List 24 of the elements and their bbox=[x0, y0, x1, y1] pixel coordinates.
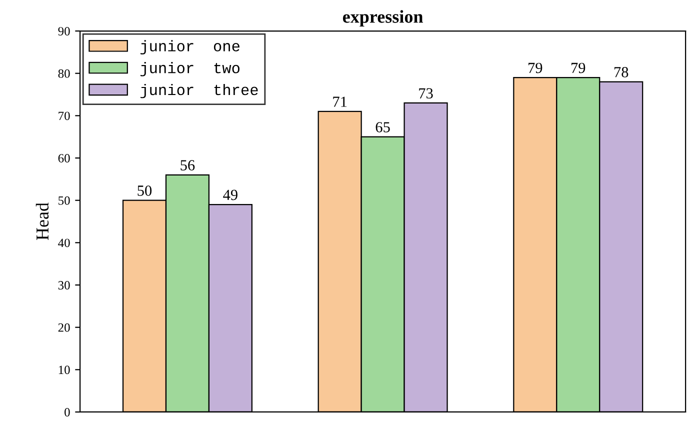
data-label: 78 bbox=[614, 67, 628, 78]
data-label: 73 bbox=[419, 88, 433, 98]
data-label: 49 bbox=[223, 190, 238, 200]
y-tick-label: 0 bbox=[64, 408, 70, 416]
y-tick-label: 40 bbox=[58, 238, 70, 248]
data-label: 56 bbox=[180, 160, 195, 170]
y-axis-title: Head bbox=[36, 202, 49, 240]
legend-label: junior two bbox=[140, 62, 240, 76]
y-tick-label: 30 bbox=[58, 281, 70, 290]
y-tick-label: 50 bbox=[58, 196, 70, 205]
data-label: 50 bbox=[138, 186, 152, 196]
chart-title: expression bbox=[342, 10, 423, 27]
y-tick-label: 80 bbox=[58, 69, 70, 78]
y-tick-label: 60 bbox=[58, 154, 70, 162]
y-tick-label: 20 bbox=[58, 323, 70, 332]
data-label: 79 bbox=[528, 62, 542, 74]
y-tick-label: 70 bbox=[58, 112, 70, 120]
data-label: 65 bbox=[376, 122, 390, 132]
y-tick-label: 10 bbox=[58, 366, 70, 374]
data-label: 71 bbox=[333, 96, 347, 107]
legend-label: junior three bbox=[140, 84, 258, 98]
data-label: 79 bbox=[571, 62, 586, 74]
y-tick-label: 90 bbox=[58, 27, 70, 36]
legend-label: junior one bbox=[140, 40, 240, 54]
